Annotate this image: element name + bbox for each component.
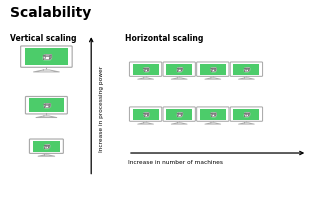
Polygon shape [177, 113, 182, 114]
Polygon shape [138, 78, 154, 79]
Polygon shape [211, 113, 216, 114]
Polygon shape [50, 55, 52, 59]
Polygon shape [215, 113, 216, 116]
Polygon shape [49, 145, 50, 148]
FancyBboxPatch shape [29, 139, 63, 153]
Polygon shape [238, 123, 254, 124]
Bar [33, 141, 60, 152]
Polygon shape [249, 113, 250, 116]
Polygon shape [177, 69, 181, 71]
Polygon shape [211, 114, 215, 116]
Polygon shape [215, 68, 216, 71]
Polygon shape [38, 155, 55, 156]
Polygon shape [177, 68, 182, 69]
FancyBboxPatch shape [26, 97, 68, 114]
FancyBboxPatch shape [196, 62, 229, 76]
Polygon shape [244, 113, 250, 114]
Text: Increase in number of machines: Increase in number of machines [128, 160, 223, 165]
Bar [200, 108, 226, 120]
Bar [132, 64, 159, 75]
Text: Vertical scaling: Vertical scaling [10, 34, 76, 43]
FancyBboxPatch shape [163, 107, 195, 121]
FancyBboxPatch shape [230, 107, 262, 121]
Polygon shape [244, 69, 249, 71]
Polygon shape [143, 69, 148, 71]
Polygon shape [44, 146, 49, 148]
Polygon shape [205, 78, 221, 79]
Bar [29, 98, 64, 112]
Polygon shape [244, 114, 249, 116]
Bar [166, 108, 192, 120]
Text: Horizontal scaling: Horizontal scaling [125, 34, 203, 43]
Polygon shape [43, 56, 50, 59]
Bar [25, 48, 68, 65]
Polygon shape [181, 68, 182, 71]
FancyBboxPatch shape [230, 62, 262, 76]
Polygon shape [171, 123, 187, 124]
Bar [233, 108, 260, 120]
Polygon shape [238, 78, 254, 79]
Polygon shape [36, 116, 57, 117]
FancyBboxPatch shape [129, 107, 162, 121]
Polygon shape [211, 68, 216, 69]
Polygon shape [143, 68, 149, 69]
Polygon shape [205, 123, 221, 124]
Polygon shape [148, 68, 149, 71]
Text: Increase in processing power: Increase in processing power [99, 66, 104, 152]
Polygon shape [138, 123, 154, 124]
Polygon shape [44, 145, 50, 146]
Bar [132, 108, 159, 120]
Polygon shape [181, 113, 182, 116]
Polygon shape [44, 104, 51, 105]
Text: Scalability: Scalability [10, 6, 91, 20]
Polygon shape [43, 55, 52, 56]
Polygon shape [44, 105, 49, 107]
Polygon shape [171, 78, 187, 79]
Bar [166, 64, 192, 75]
Polygon shape [211, 69, 215, 71]
Polygon shape [148, 113, 149, 116]
FancyBboxPatch shape [163, 62, 195, 76]
Bar [233, 64, 260, 75]
Polygon shape [34, 70, 59, 72]
Polygon shape [244, 68, 250, 69]
Bar [200, 64, 226, 75]
Polygon shape [249, 68, 250, 71]
FancyBboxPatch shape [129, 62, 162, 76]
Polygon shape [49, 104, 51, 107]
Polygon shape [143, 114, 148, 116]
FancyBboxPatch shape [20, 46, 72, 67]
Polygon shape [143, 113, 149, 114]
FancyBboxPatch shape [196, 107, 229, 121]
Polygon shape [177, 114, 181, 116]
